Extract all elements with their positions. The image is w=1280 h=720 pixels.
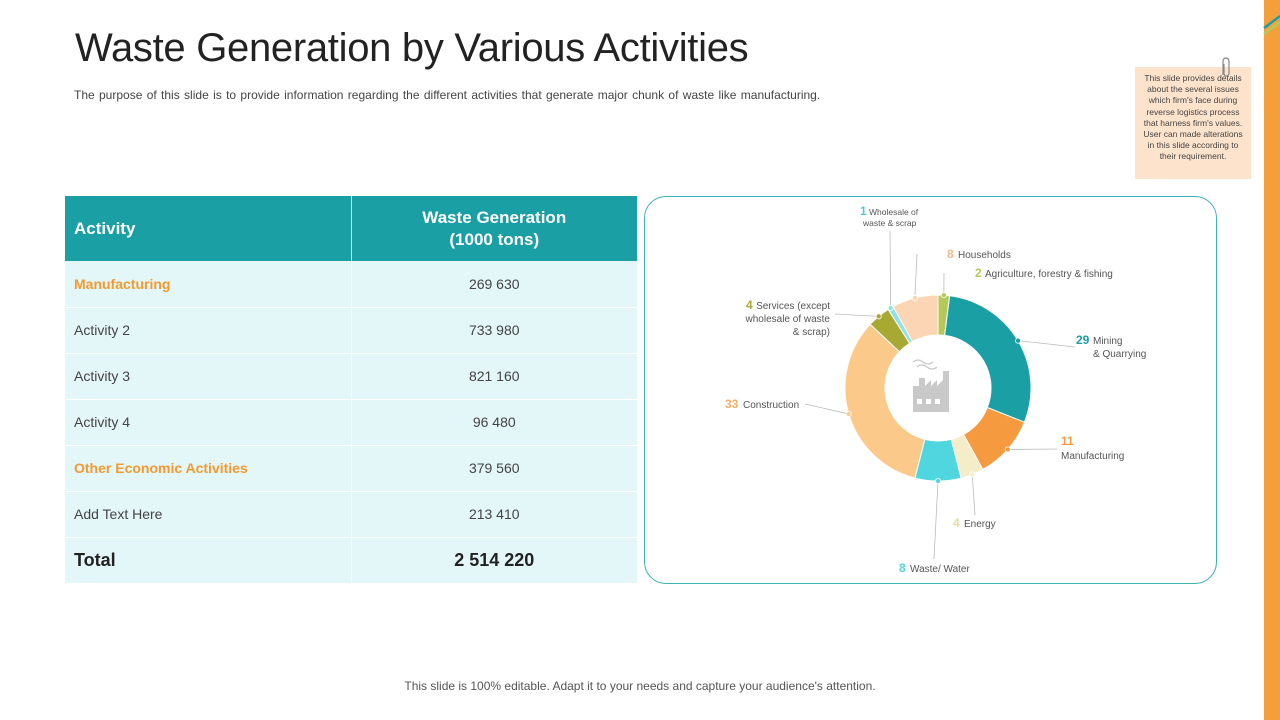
table-header-row: Activity Waste Generation (1000 tons) [65,196,637,261]
slice-label: wholesale of waste [745,314,831,325]
slice-marker [934,477,941,484]
corner-stripes [1263,15,1280,41]
leader-line [804,403,849,415]
row-value: 379 560 [351,445,637,492]
table-total-row: Total 2 514 220 [65,537,637,584]
data-label-value: 29 [1076,333,1090,347]
header-waste-generation: Waste Generation (1000 tons) [351,196,637,261]
table-row: Activity 2 733 980 [65,307,637,354]
donut-chart: 2 Agriculture, forestry & fishing 29 Mining… [725,204,1146,575]
leader-line [889,230,892,308]
row-value: 821 160 [351,353,637,400]
donut-slice-households [892,294,939,343]
slice-label: waste & scrap [862,218,917,228]
paperclip-icon [1222,57,1230,77]
factory-icon [912,359,949,412]
slice-marker [1015,337,1022,344]
total-label: Total [65,537,352,584]
row-value: 733 980 [351,307,637,354]
note-box: This slide provides details about the se… [1135,67,1251,179]
row-activity: Other Economic Activities [65,445,352,492]
chart-panel: 2 Agriculture, forestry & fishing 29 Mining… [644,196,1217,584]
row-activity: Activity 4 [65,399,352,446]
total-value: 2 514 220 [351,537,637,584]
slice-label: Wholesale of [869,207,919,217]
slice-label: Construction [743,400,799,411]
slice-label: Households [958,250,1011,261]
data-label-value: 4 [746,298,753,312]
row-value: 213 410 [351,491,637,538]
slice-label: Waste/ Water [910,564,970,575]
leader-line [1018,340,1076,348]
leader-line [834,313,879,317]
table-row: Activity 3 821 160 [65,353,637,400]
data-label-value: 4 [953,516,960,530]
data-label-value: 33 [725,397,739,411]
slice-marker [911,294,918,301]
row-activity: Manufacturing [65,261,352,308]
data-label-value: 8 [947,247,954,261]
side-accent-bar [1264,0,1280,720]
table-row: Activity 4 96 480 [65,399,637,446]
header-waste-line1: Waste Generation [422,207,567,227]
data-label-value: 1 [860,204,867,218]
leader-line [914,253,918,298]
row-activity: Activity 3 [65,353,352,400]
table-row: Other Economic Activities 379 560 [65,445,637,492]
page-title: Waste Generation by Various Activities [75,26,749,70]
table-row: Manufacturing 269 630 [65,261,637,308]
row-value: 96 480 [351,399,637,446]
slice-marker [887,304,894,311]
slice-label: Manufacturing [1061,451,1124,462]
slice-marker [1004,446,1011,453]
leader-line [971,474,976,516]
page-subtitle: The purpose of this slide is to provide … [74,88,821,102]
footer-text: This slide is 100% editable. Adapt it to… [404,679,876,693]
slice-marker [940,292,947,299]
slice-label: Energy [964,519,996,530]
row-activity: Add Text Here [65,491,352,538]
table-row: Add Text Here 213 410 [65,491,637,538]
data-label-value: 11 [1061,434,1074,448]
header-waste-line2: (1000 tons) [449,229,540,249]
header-activity: Activity [65,196,352,261]
slice-label: Services (except [756,301,830,312]
slice-marker [875,313,882,320]
slice-label: Agriculture, forestry & fishing [985,269,1113,280]
waste-table: Activity Waste Generation (1000 tons) Ma… [65,196,637,584]
slice-marker [969,471,976,478]
row-value: 269 630 [351,261,637,308]
leader-line [933,480,939,560]
data-label-value: 2 [975,266,982,280]
slice-label: & scrap) [793,327,830,338]
slice-label: Mining [1093,336,1122,347]
donut-slice-mining-quarrying [944,295,1032,423]
slice-label: & Quarrying [1093,349,1146,360]
data-label-value: 8 [899,561,906,575]
leader-line [1007,448,1058,450]
row-activity: Activity 2 [65,307,352,354]
donut-slice-construction [844,323,926,479]
slice-marker [845,410,852,417]
